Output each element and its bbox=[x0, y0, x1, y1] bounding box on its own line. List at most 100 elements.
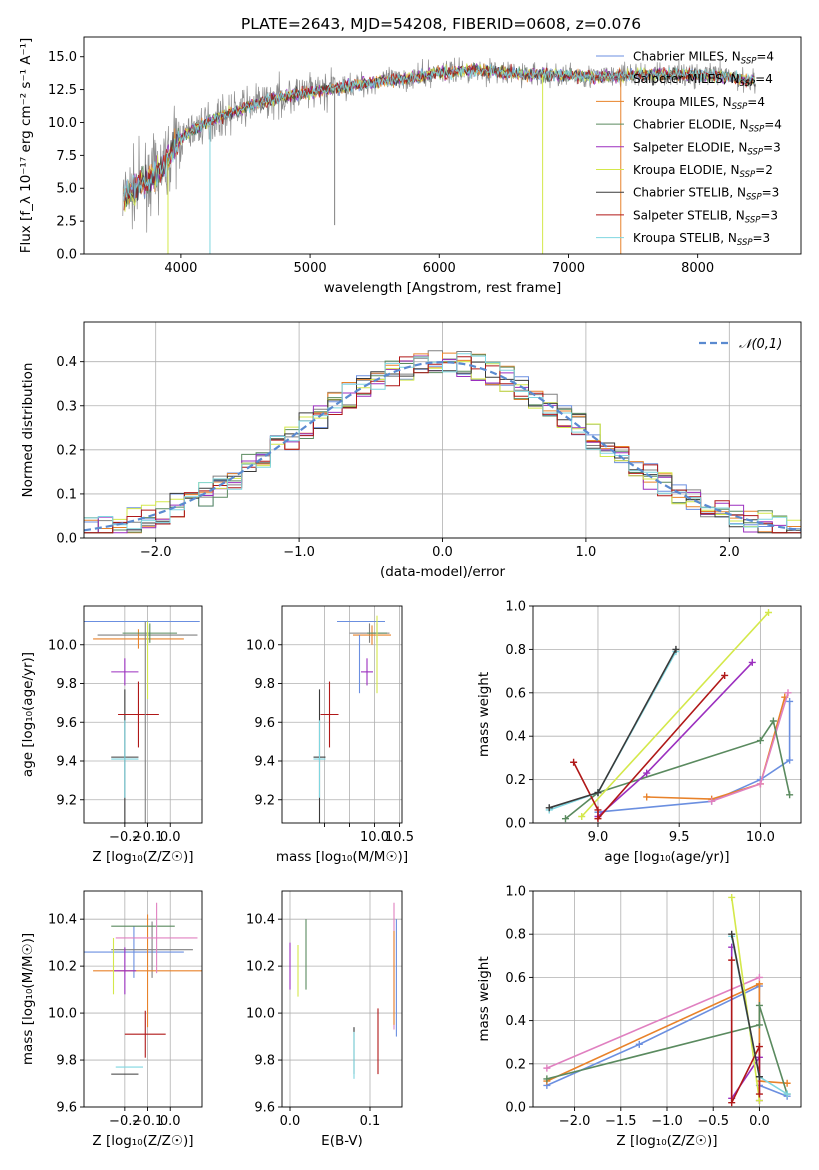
weight-point bbox=[786, 791, 794, 799]
x-tick-label: 8000 bbox=[681, 261, 714, 276]
legend-label: Chabrier MILES, NSSP=4 bbox=[633, 50, 774, 67]
plot-area bbox=[313, 615, 391, 823]
weight-point bbox=[672, 645, 680, 653]
panel-weight-vs-Z: −2.0 −1.5 −1.0 −0.5 0.0 0.0 0.2 0.4 0.6 0.8 1.0 Z [… bbox=[476, 885, 802, 1149]
axes-frame bbox=[83, 36, 802, 255]
panel-mass-vs-Z: −0.2−0.10.0 9.6 9.8 10.0 10.2 10.4 Z [log₁₀(Z/… bbox=[20, 890, 203, 1149]
y-tick-label: 0.4 bbox=[505, 1014, 526, 1029]
y-tick-label: 0.8 bbox=[505, 643, 526, 658]
y-tick-label: 10.0 bbox=[48, 116, 77, 131]
weight-point bbox=[755, 1043, 763, 1051]
legend-label: Salpeter STELIB, NSSP=3 bbox=[633, 208, 778, 225]
y-tick-label: 0.3 bbox=[56, 399, 77, 414]
spectrum-series bbox=[123, 63, 755, 211]
x-tick-label: −0.5 bbox=[697, 1114, 729, 1129]
y-tick-label: 0.2 bbox=[505, 1057, 526, 1072]
x-tick-label: −1.5 bbox=[605, 1114, 637, 1129]
weight-point bbox=[728, 930, 736, 938]
weight-series bbox=[581, 611, 770, 818]
panel-mass-vs-EBV: 0.0 0.1 9.6 9.8 10.0 10.2 10.4 E(B-V) bbox=[246, 890, 403, 1149]
legend-label: Kroupa ELODIE, NSSP=2 bbox=[633, 163, 773, 180]
weight-point bbox=[561, 815, 569, 823]
weight-point bbox=[708, 797, 716, 805]
y-tick-label: 10.4 bbox=[246, 913, 275, 928]
weight-point bbox=[755, 1090, 763, 1098]
x-tick-label: −1.0 bbox=[283, 545, 315, 560]
weight-point bbox=[784, 689, 792, 697]
weight-point bbox=[721, 671, 729, 679]
weight-point bbox=[769, 717, 777, 725]
weight-point bbox=[728, 956, 736, 964]
weight-point bbox=[635, 1040, 643, 1048]
y-tick-label: 12.5 bbox=[48, 83, 77, 98]
y-tick-label: 0.6 bbox=[505, 971, 526, 986]
y-tick-label: 9.8 bbox=[254, 677, 275, 692]
y-tick-label: 1.0 bbox=[505, 600, 526, 615]
weight-point bbox=[755, 1097, 763, 1105]
y-tick-label: 0.1 bbox=[56, 487, 77, 502]
y-tick-label: 5.0 bbox=[56, 182, 77, 197]
axes-frame bbox=[281, 605, 403, 824]
y-tick-label: 0.6 bbox=[505, 686, 526, 701]
x-tick-label: 9.0 bbox=[588, 830, 609, 845]
x-tick-label: 0.0 bbox=[432, 545, 453, 560]
x-tick-label: −0.2 bbox=[109, 830, 141, 845]
weight-series bbox=[572, 674, 726, 821]
axes-frame bbox=[83, 890, 203, 1108]
legend-label: Salpeter MILES, NSSP=4 bbox=[633, 72, 773, 89]
axes-frame bbox=[532, 605, 802, 824]
weight-series bbox=[546, 982, 788, 1084]
y-axis-label: Flux [f_λ 10⁻¹⁷ erg cm⁻² s⁻¹ A⁻¹] bbox=[18, 38, 34, 254]
panel-age-vs-Z: −0.2−0.10.0 9.2 9.4 9.6 9.8 10.0 Z [log₁₀(Z/Z☉… bbox=[20, 605, 203, 865]
x-axis-label: (data-model)/error bbox=[380, 564, 506, 580]
y-tick-label: 9.2 bbox=[254, 793, 275, 808]
y-tick-label: 9.6 bbox=[56, 716, 77, 731]
weight-series bbox=[597, 701, 791, 813]
x-tick-label: 10.0 bbox=[360, 830, 389, 845]
plot-area bbox=[543, 893, 791, 1107]
weight-point bbox=[545, 804, 553, 812]
y-tick-label: 10.2 bbox=[246, 960, 275, 975]
plot-area bbox=[545, 609, 794, 823]
histogram-series bbox=[84, 353, 801, 530]
legend: 𝒩(0,1) bbox=[699, 337, 782, 352]
y-tick-label: 9.6 bbox=[56, 1101, 77, 1116]
y-tick-label: 9.4 bbox=[56, 755, 77, 770]
x-axis-label: E(B-V) bbox=[321, 1133, 363, 1149]
weight-point bbox=[755, 1021, 763, 1029]
panel-residuals: 𝒩(0,1) −2.0 −1.0 0.0 1.0 2.0 0.0 0.1 0.2 0.3 0.4 (d… bbox=[20, 321, 802, 580]
legend: Chabrier MILES, NSSP=4 Salpeter MILES, NS… bbox=[596, 50, 782, 248]
y-axis-label: mass [log₁₀(M/M☉)] bbox=[20, 933, 36, 1065]
weight-point bbox=[594, 789, 602, 797]
spectrum-series bbox=[123, 63, 755, 201]
weight-point bbox=[756, 780, 764, 788]
y-tick-label: 0.8 bbox=[505, 928, 526, 943]
axes-frame bbox=[281, 890, 403, 1108]
panel-weight-vs-age: 9.0 9.5 10.0 0.0 0.2 0.4 0.6 0.8 1.0 age [log₁₀(a… bbox=[476, 600, 802, 865]
x-tick-label: −2.0 bbox=[559, 1114, 591, 1129]
y-tick-label: 10.0 bbox=[246, 638, 275, 653]
x-tick-label: 0.0 bbox=[160, 830, 181, 845]
x-axis-label: wavelength [Angstrom, rest frame] bbox=[324, 280, 562, 296]
y-tick-label: 10.0 bbox=[48, 638, 77, 653]
x-tick-label: 9.5 bbox=[669, 830, 690, 845]
x-axis-label: Z [log₁₀(Z/Z☉)] bbox=[92, 849, 193, 865]
weight-series bbox=[646, 696, 786, 800]
y-tick-label: 2.5 bbox=[56, 215, 77, 230]
legend-label: 𝒩(0,1) bbox=[739, 337, 782, 352]
x-tick-label: −0.2 bbox=[109, 1114, 141, 1129]
legend-label: Chabrier STELIB, NSSP=3 bbox=[633, 186, 779, 203]
x-tick-label: 1.0 bbox=[576, 545, 597, 560]
weight-point bbox=[755, 1073, 763, 1081]
y-tick-label: 9.8 bbox=[56, 677, 77, 692]
weight-point bbox=[728, 1099, 736, 1107]
weight-series bbox=[548, 649, 677, 809]
y-tick-label: 9.6 bbox=[254, 1101, 275, 1116]
y-axis-label: mass weight bbox=[476, 956, 492, 1041]
y-axis-label: mass weight bbox=[476, 672, 492, 757]
y-tick-label: 0.2 bbox=[56, 443, 77, 458]
weight-point bbox=[756, 737, 764, 745]
weight-point bbox=[594, 815, 602, 823]
y-tick-label: 0.0 bbox=[56, 248, 77, 263]
